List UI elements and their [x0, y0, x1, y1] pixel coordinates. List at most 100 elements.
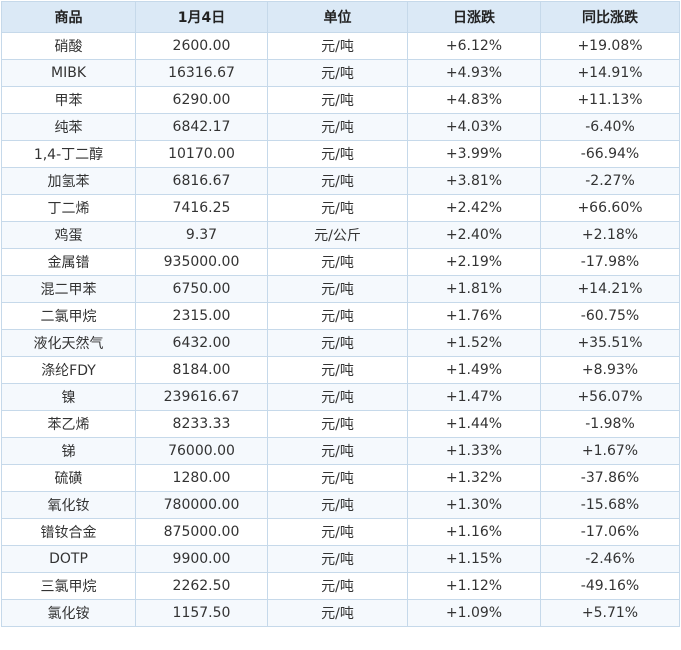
yoy-change-cell: -49.16%: [540, 572, 680, 600]
commodity-name-cell: 锑: [1, 437, 136, 465]
yoy-change-cell: +19.08%: [540, 32, 680, 60]
day-change-cell: +1.49%: [407, 356, 541, 384]
table-row: 镍 239616.67 元/吨 +1.47% +56.07%: [1, 383, 680, 411]
unit-cell: 元/吨: [267, 410, 408, 438]
table-row: 氧化钕 780000.00 元/吨 +1.30% -15.68%: [1, 491, 680, 519]
day-change-cell: +4.03%: [407, 113, 541, 141]
price-cell: 10170.00: [135, 140, 268, 168]
yoy-change-cell: +1.67%: [540, 437, 680, 465]
commodity-name-cell: 氯化铵: [1, 599, 136, 627]
commodity-name-cell: 三氯甲烷: [1, 572, 136, 600]
unit-cell: 元/吨: [267, 491, 408, 519]
price-cell: 7416.25: [135, 194, 268, 222]
unit-cell: 元/公斤: [267, 221, 408, 249]
unit-cell: 元/吨: [267, 194, 408, 222]
price-cell: 8233.33: [135, 410, 268, 438]
price-cell: 2600.00: [135, 32, 268, 60]
yoy-change-cell: -2.27%: [540, 167, 680, 195]
price-cell: 1157.50: [135, 599, 268, 627]
day-change-cell: +3.99%: [407, 140, 541, 168]
table-row: 1,4-丁二醇 10170.00 元/吨 +3.99% -66.94%: [1, 140, 680, 168]
table-row: DOTP 9900.00 元/吨 +1.15% -2.46%: [1, 545, 680, 573]
unit-cell: 元/吨: [267, 59, 408, 87]
yoy-change-cell: -17.98%: [540, 248, 680, 276]
header-unit: 单位: [267, 1, 408, 33]
unit-cell: 元/吨: [267, 275, 408, 303]
table-row: 混二甲苯 6750.00 元/吨 +1.81% +14.21%: [1, 275, 680, 303]
day-change-cell: +1.81%: [407, 275, 541, 303]
day-change-cell: +3.81%: [407, 167, 541, 195]
day-change-cell: +6.12%: [407, 32, 541, 60]
yoy-change-cell: +35.51%: [540, 329, 680, 357]
table-row: 加氢苯 6816.67 元/吨 +3.81% -2.27%: [1, 167, 680, 195]
yoy-change-cell: +14.91%: [540, 59, 680, 87]
yoy-change-cell: -2.46%: [540, 545, 680, 573]
yoy-change-cell: -17.06%: [540, 518, 680, 546]
price-cell: 1280.00: [135, 464, 268, 492]
table-row: 硝酸 2600.00 元/吨 +6.12% +19.08%: [1, 32, 680, 60]
price-cell: 875000.00: [135, 518, 268, 546]
day-change-cell: +1.52%: [407, 329, 541, 357]
yoy-change-cell: +56.07%: [540, 383, 680, 411]
commodity-name-cell: 镨钕合金: [1, 518, 136, 546]
table-row: 苯乙烯 8233.33 元/吨 +1.44% -1.98%: [1, 410, 680, 438]
table-row: 三氯甲烷 2262.50 元/吨 +1.12% -49.16%: [1, 572, 680, 600]
price-cell: 6816.67: [135, 167, 268, 195]
yoy-change-cell: +2.18%: [540, 221, 680, 249]
commodity-name-cell: 液化天然气: [1, 329, 136, 357]
commodity-name-cell: DOTP: [1, 545, 136, 573]
price-cell: 780000.00: [135, 491, 268, 519]
unit-cell: 元/吨: [267, 464, 408, 492]
day-change-cell: +1.09%: [407, 599, 541, 627]
yoy-change-cell: -60.75%: [540, 302, 680, 330]
header-row: 商品 1月4日 单位 日涨跌 同比涨跌: [1, 1, 680, 33]
yoy-change-cell: +8.93%: [540, 356, 680, 384]
unit-cell: 元/吨: [267, 86, 408, 114]
unit-cell: 元/吨: [267, 329, 408, 357]
price-cell: 9900.00: [135, 545, 268, 573]
table-row: 丁二烯 7416.25 元/吨 +2.42% +66.60%: [1, 194, 680, 222]
yoy-change-cell: +5.71%: [540, 599, 680, 627]
table-row: 氯化铵 1157.50 元/吨 +1.09% +5.71%: [1, 599, 680, 627]
unit-cell: 元/吨: [267, 32, 408, 60]
commodity-name-cell: 丁二烯: [1, 194, 136, 222]
commodity-name-cell: 氧化钕: [1, 491, 136, 519]
table-row: 涤纶FDY 8184.00 元/吨 +1.49% +8.93%: [1, 356, 680, 384]
price-cell: 2262.50: [135, 572, 268, 600]
header-price: 1月4日: [135, 1, 268, 33]
day-change-cell: +1.47%: [407, 383, 541, 411]
table-row: MIBK 16316.67 元/吨 +4.93% +14.91%: [1, 59, 680, 87]
table-header: 商品 1月4日 单位 日涨跌 同比涨跌: [1, 1, 680, 33]
commodity-name-cell: 二氯甲烷: [1, 302, 136, 330]
price-cell: 16316.67: [135, 59, 268, 87]
commodity-name-cell: 硫磺: [1, 464, 136, 492]
commodity-name-cell: MIBK: [1, 59, 136, 87]
yoy-change-cell: +14.21%: [540, 275, 680, 303]
header-name: 商品: [1, 1, 136, 33]
price-cell: 9.37: [135, 221, 268, 249]
commodity-price-table: 商品 1月4日 单位 日涨跌 同比涨跌 硝酸 2600.00 元/吨 +6.12% +1…: [1, 1, 680, 627]
yoy-change-cell: -1.98%: [540, 410, 680, 438]
commodity-name-cell: 加氢苯: [1, 167, 136, 195]
commodity-name-cell: 镍: [1, 383, 136, 411]
unit-cell: 元/吨: [267, 545, 408, 573]
day-change-cell: +1.33%: [407, 437, 541, 465]
table-row: 金属镨 935000.00 元/吨 +2.19% -17.98%: [1, 248, 680, 276]
commodity-name-cell: 混二甲苯: [1, 275, 136, 303]
unit-cell: 元/吨: [267, 248, 408, 276]
unit-cell: 元/吨: [267, 140, 408, 168]
table-row: 镨钕合金 875000.00 元/吨 +1.16% -17.06%: [1, 518, 680, 546]
price-cell: 76000.00: [135, 437, 268, 465]
unit-cell: 元/吨: [267, 167, 408, 195]
price-cell: 239616.67: [135, 383, 268, 411]
table-row: 锑 76000.00 元/吨 +1.33% +1.67%: [1, 437, 680, 465]
header-day-change: 日涨跌: [407, 1, 541, 33]
price-cell: 6750.00: [135, 275, 268, 303]
price-cell: 6842.17: [135, 113, 268, 141]
day-change-cell: +1.44%: [407, 410, 541, 438]
commodity-name-cell: 纯苯: [1, 113, 136, 141]
commodity-name-cell: 硝酸: [1, 32, 136, 60]
unit-cell: 元/吨: [267, 599, 408, 627]
day-change-cell: +1.30%: [407, 491, 541, 519]
yoy-change-cell: +11.13%: [540, 86, 680, 114]
